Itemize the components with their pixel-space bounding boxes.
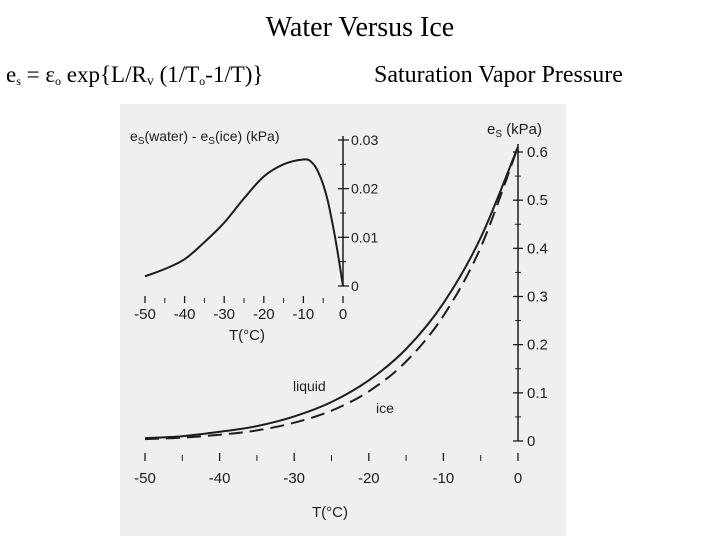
main-y-tick-label: 0.4	[527, 240, 548, 257]
inset-y-tick-label: 0.03	[351, 132, 378, 148]
inset-x-tick-label: -50	[134, 306, 156, 323]
main-x-tick-label: 0	[514, 470, 522, 487]
main-x-tick-label: -30	[283, 470, 305, 487]
inset-difference-line	[144, 158, 344, 287]
annotation-liquid: liquid	[293, 378, 326, 394]
main-y-tick-label: 0.1	[527, 385, 548, 402]
inset-x-tick-label: -20	[253, 306, 275, 323]
main-chart-axes: 0 0.1 0.2 0.3 0.4 0.5 0.6 -50 -40 -30 -20 -10 0 T(°C)…	[134, 121, 548, 521]
main-y-tick-label: 0.3	[527, 289, 548, 306]
inset-y-tick-label: 0	[351, 278, 359, 294]
main-x-axis-label: T(°C)	[312, 504, 348, 521]
inset-y-axis-label: eS(water) - eS(ice) (kPa)	[130, 128, 280, 147]
inset-x-axis-label: T(°C)	[229, 327, 265, 344]
main-chart-series	[144, 146, 519, 441]
main-x-tick-label: -50	[134, 470, 156, 487]
annotation-ice: ice	[376, 400, 394, 416]
main-y-axis-label: eS (kPa)	[487, 121, 542, 140]
main-y-tick-label: 0.5	[527, 192, 548, 209]
chart-svg: 0 0.1 0.2 0.3 0.4 0.5 0.6 -50 -40 -30 -20 -10 0 T(°C)…	[130, 121, 548, 521]
main-y-tick-label: 0	[527, 433, 535, 450]
series-line-liquid	[144, 146, 519, 440]
main-y-tick-label: 0.6	[527, 144, 548, 161]
panel-label: Saturation Vapor Pressure	[374, 62, 623, 88]
main-x-tick-label: -20	[358, 470, 380, 487]
saturation-equation: es = εo exp{L/Rv (1/To-1/T)}	[6, 62, 264, 89]
main-x-tick-label: -40	[209, 470, 231, 487]
inset-x-tick-label: -10	[293, 306, 315, 323]
slide-title: Water Versus Ice	[265, 12, 455, 43]
series-line-ice	[144, 146, 519, 441]
main-x-tick-label: -10	[433, 470, 455, 487]
main-y-tick-label: 0.2	[527, 337, 548, 354]
inset-chart-series	[144, 158, 344, 287]
chart-figure: 0 0.1 0.2 0.3 0.4 0.5 0.6 -50 -40 -30 -20 -10 0 T(°C)…	[120, 104, 566, 536]
chart-labels: liquid ice	[293, 378, 394, 416]
inset-y-tick-label: 0.02	[351, 181, 378, 197]
inset-x-tick-label: 0	[339, 306, 347, 323]
inset-y-tick-label: 0.01	[351, 229, 378, 245]
inset-chart-axes: 0 0.01 0.02 0.03 -50 -40 -30 -20 -10 0 T(°C) eS(wat…	[130, 128, 378, 344]
inset-x-tick-label: -40	[174, 306, 196, 323]
inset-x-tick-label: -30	[213, 306, 235, 323]
